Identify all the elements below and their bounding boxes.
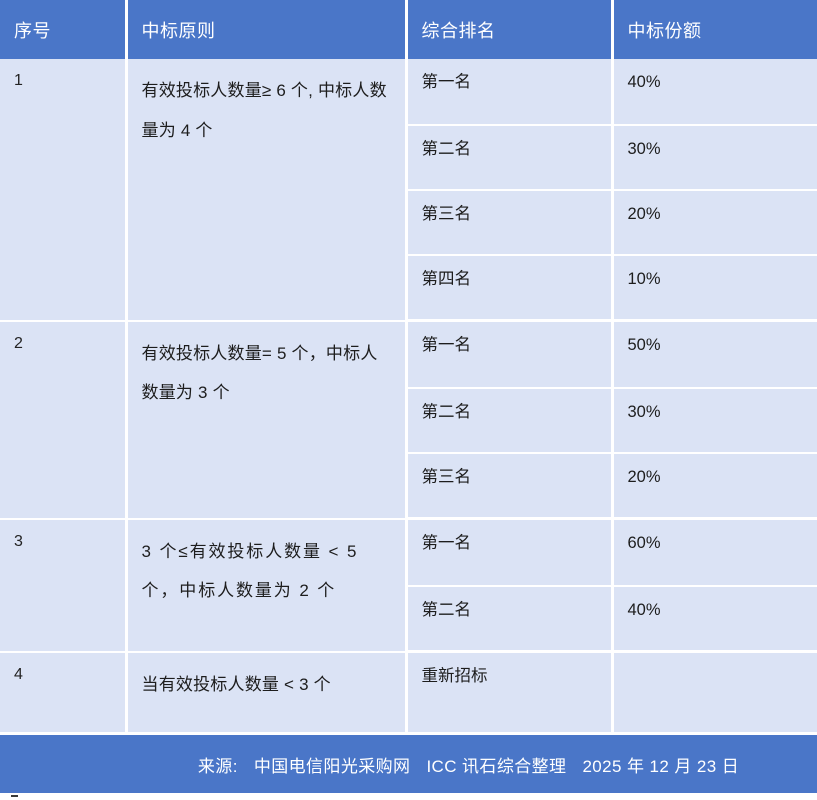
table-row: 第二名 30%: [0, 388, 817, 454]
cell-share: 30%: [612, 125, 817, 191]
table-row: 2 有效投标人数量= 5 个，中标人数量为 3 个 第一名 50%: [0, 320, 817, 520]
cell-share: 10%: [612, 255, 817, 322]
table-row: 第二名 40%: [0, 586, 817, 653]
cell-share: [612, 651, 817, 735]
cell-seq: 4: [0, 651, 128, 735]
cell-rank: 第二名: [406, 388, 614, 454]
cell-rank: 第二名: [406, 586, 614, 653]
cell-rank: 重新招标: [406, 651, 614, 735]
cell-rank: 第三名: [406, 453, 614, 520]
cell-rank: 第一名: [406, 59, 614, 126]
column-header-rank: 综合排名: [406, 0, 614, 59]
cell-seq: 2: [0, 320, 128, 520]
table-header-row: 序号 中标原则 综合排名 中标份额: [0, 0, 817, 59]
bottom-mark: [11, 795, 18, 797]
table-row: 1 有效投标人数量≥ 6 个, 中标人数量为 4 个 第一名 40%: [0, 59, 817, 322]
column-header-rule: 中标原则: [126, 0, 408, 59]
column-header-share: 中标份额: [612, 0, 817, 59]
table-row: 4 当有效投标人数量 < 3 个 重新招标: [0, 651, 817, 735]
cell-share: 60%: [612, 518, 817, 587]
compiler-name: ICC 讯石综合整理: [426, 756, 567, 776]
table-header: 序号 中标原则 综合排名 中标份额: [0, 0, 817, 59]
cell-rank: 第一名: [406, 320, 614, 389]
cell-rank: 第二名: [406, 125, 614, 191]
cell-share: 40%: [612, 586, 817, 653]
cell-rule: 3 个≤有效投标人数量 < 5 个，中标人数量为 2 个: [126, 518, 408, 653]
cell-rank: 第四名: [406, 255, 614, 322]
cell-share: 30%: [612, 388, 817, 454]
column-header-seq: 序号: [0, 0, 128, 59]
table-row: 第四名 10%: [0, 255, 817, 322]
bottom-strip: [0, 793, 817, 800]
source-site-name: 中国电信阳光采购网: [253, 756, 411, 776]
cell-rule: 当有效投标人数量 < 3 个: [126, 651, 408, 735]
cell-seq: 3: [0, 518, 128, 653]
table-row: 第三名 20%: [0, 453, 817, 520]
table-row: 第三名 20%: [0, 190, 817, 256]
cell-rank: 第一名: [406, 518, 614, 587]
cell-seq: 1: [0, 59, 128, 322]
cell-rank: 第三名: [406, 190, 614, 256]
cell-share: 20%: [612, 190, 817, 256]
cell-rule: 有效投标人数量≥ 6 个, 中标人数量为 4 个: [126, 59, 408, 322]
cell-share: 20%: [612, 453, 817, 520]
table-row: 第二名 30%: [0, 125, 817, 191]
table-body: 1 有效投标人数量≥ 6 个, 中标人数量为 4 个 第一名 40% 第二名 3…: [0, 59, 817, 735]
cell-rule: 有效投标人数量= 5 个，中标人数量为 3 个: [126, 320, 408, 520]
table-row: 3 3 个≤有效投标人数量 < 5 个，中标人数量为 2 个 第一名 60%: [0, 518, 817, 653]
publish-date: 2025 年 12 月 23 日: [582, 756, 740, 776]
source-label: 来源:: [197, 756, 238, 776]
cell-share: 50%: [612, 320, 817, 389]
award-share-table: 序号 中标原则 综合排名 中标份额 1 有效投标人数量≥ 6 个, 中标人数量为…: [0, 0, 817, 735]
cell-share: 40%: [612, 59, 817, 126]
source-footer: 来源: 中国电信阳光采购网 ICC 讯石综合整理 2025 年 12 月 23 …: [0, 735, 817, 793]
